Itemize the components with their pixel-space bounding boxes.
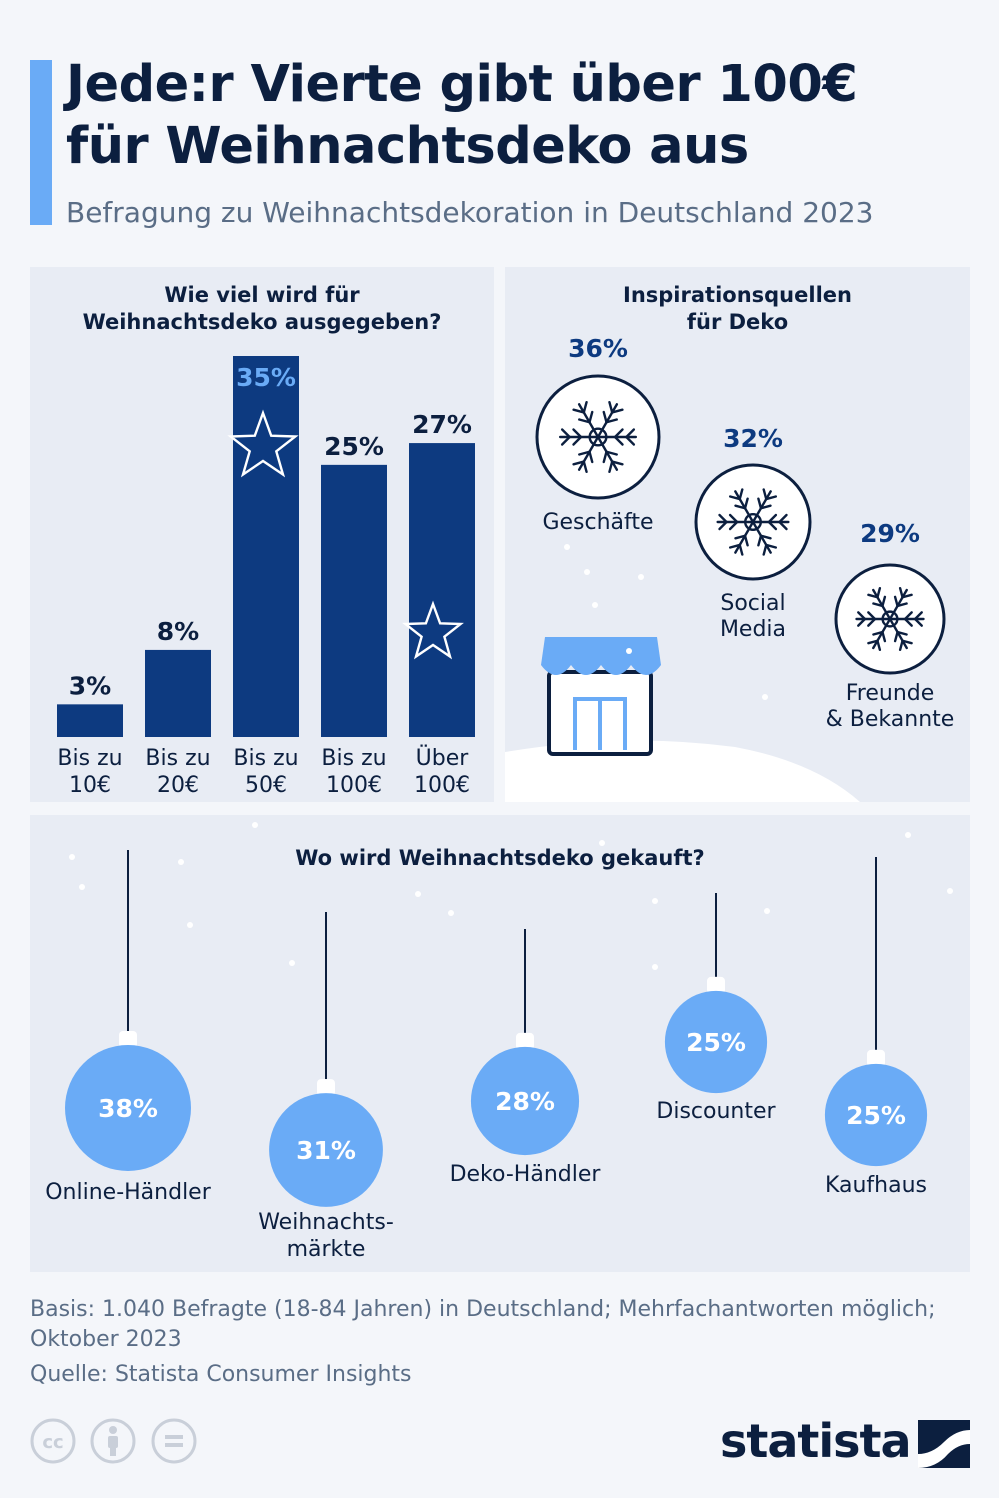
purchase-value-label: 31% [296, 1136, 356, 1165]
purchase-panel: Wo wird Weihnachtsdeko gekauft? 38% Onlin… [30, 815, 970, 1272]
star-icon [227, 409, 299, 478]
title-line-1: Jede:r Vierte gibt über 100€ [66, 55, 858, 114]
star-icon [402, 600, 464, 660]
purchase-chart: 38% Online-Händler 31% Weihnachts-märkte 28%… [45, 822, 953, 1262]
inspiration-category-label: Freunde [846, 681, 935, 706]
spending-bar [57, 704, 123, 737]
spending-category-label: Über [416, 745, 470, 771]
title-line-2: für Weihnachtsdeko aus [66, 117, 749, 176]
snow-dot [448, 910, 454, 916]
purchase-category-label: märkte [287, 1237, 366, 1262]
snow-dot [187, 922, 193, 928]
inspiration-value-label: 29% [860, 519, 920, 548]
footer-source: Quelle: Statista Consumer Insights [30, 1362, 412, 1387]
purchase-value-label: 25% [846, 1101, 906, 1130]
inspiration-category-label: Geschäfte [542, 510, 653, 535]
snow-dot [592, 602, 598, 608]
spending-category-label: Bis zu [145, 746, 210, 771]
christmas-bauble-icon [470, 929, 580, 1156]
spending-category-label: 100€ [414, 773, 470, 798]
snow-dot [652, 898, 658, 904]
snow-dot [764, 908, 770, 914]
snow-dot [947, 888, 953, 894]
christmas-bauble-icon [664, 893, 768, 1094]
footer-basis: Basis: 1.040 Befragte (18-84 Jahren) in … [30, 1295, 980, 1355]
snow-dot [79, 884, 85, 890]
nd-icon [151, 1418, 197, 1464]
purchase-category-label: Deko-Händler [450, 1162, 602, 1187]
inspiration-value-label: 36% [568, 334, 628, 363]
purchase-heading: Wo wird Weihnachtsdeko gekauft? [295, 846, 705, 870]
statista-logo-icon[interactable] [918, 1420, 970, 1468]
snow-dot [415, 891, 421, 897]
footer-basis-line-2: Oktober 2023 [30, 1327, 182, 1352]
purchase-category-label: Online-Händler [45, 1180, 211, 1205]
snow-dot [252, 822, 258, 828]
snow-dot [599, 840, 605, 846]
purchase-value-label: 38% [98, 1094, 158, 1123]
spending-heading-line-2: Weihnachtsdeko ausgegeben? [82, 310, 442, 334]
inspiration-panel: Inspirationsquellen für Deko 36% Geschäft… [505, 267, 970, 802]
spending-category-label: Bis zu [321, 746, 386, 771]
spending-bar [409, 443, 475, 737]
snow-dot [178, 859, 184, 865]
spending-panel: Wie viel wird für Weihnachtsdeko ausgege… [30, 267, 494, 802]
snow-dot [584, 569, 590, 575]
snowflake-icon [716, 488, 790, 556]
title-accent-bar [30, 60, 52, 225]
inspiration-category-label: Media [720, 617, 786, 642]
snow-dot [564, 544, 570, 550]
snow-dot [638, 574, 644, 580]
purchase-category-label: Kaufhaus [825, 1173, 927, 1198]
spending-value-label: 25% [324, 432, 384, 461]
spending-heading: Wie viel wird für Weihnachtsdeko ausgege… [30, 282, 494, 336]
page-subtitle: Befragung zu Weihnachtsdekoration in Deu… [66, 196, 874, 229]
spending-category-label: 100€ [326, 773, 382, 798]
svg-text:cc: cc [42, 1432, 63, 1453]
spending-bar [321, 464, 387, 737]
cc-icon: cc [30, 1418, 76, 1464]
snow-dot [652, 964, 658, 970]
purchase-value-label: 28% [495, 1087, 555, 1116]
spending-bar [145, 649, 211, 737]
shop-icon [541, 637, 661, 756]
inspiration-value-label: 32% [723, 424, 783, 453]
snow-dot [289, 960, 295, 966]
purchase-value-label: 25% [686, 1028, 746, 1057]
purchase-category-label: Discounter [656, 1099, 776, 1124]
christmas-bauble-icon [269, 912, 383, 1207]
spending-value-label: 35% [236, 363, 296, 392]
spending-category-label: 20€ [157, 773, 199, 798]
snowflake-icon [855, 586, 925, 652]
spending-value-label: 8% [157, 617, 199, 646]
by-icon [90, 1418, 136, 1464]
snowflake-icon [558, 401, 638, 473]
inspiration-category-label: Social [720, 591, 785, 616]
christmas-bauble-icon [65, 850, 191, 1171]
inspiration-heading-line-1: Inspirationsquellen [623, 283, 852, 307]
spending-value-label: 27% [412, 410, 472, 439]
spending-category-label: Bis zu [57, 746, 122, 771]
spending-value-label: 3% [69, 671, 111, 700]
spending-category-label: 10€ [69, 773, 111, 798]
purchase-category-label: Weihnachts- [258, 1210, 394, 1235]
spending-heading-line-1: Wie viel wird für [164, 283, 360, 307]
spending-bar [233, 356, 299, 737]
inspiration-category-label: & Bekannte [826, 707, 955, 732]
inspiration-heading-line-2: für Deko [686, 310, 789, 334]
christmas-bauble-icon [824, 857, 928, 1167]
inspiration-heading: Inspirationsquellen für Deko [505, 282, 970, 336]
statista-logo-text[interactable]: statista [720, 1414, 912, 1468]
snow-dot [69, 854, 75, 860]
spending-category-label: Bis zu [233, 746, 298, 771]
footer-basis-line-1: Basis: 1.040 Befragte (18-84 Jahren) in … [30, 1297, 936, 1322]
snow-dot [905, 832, 911, 838]
snow-dot [762, 694, 768, 700]
spending-category-label: 50€ [245, 773, 287, 798]
page-title: Jede:r Vierte gibt über 100€ für Weihnac… [66, 54, 966, 178]
